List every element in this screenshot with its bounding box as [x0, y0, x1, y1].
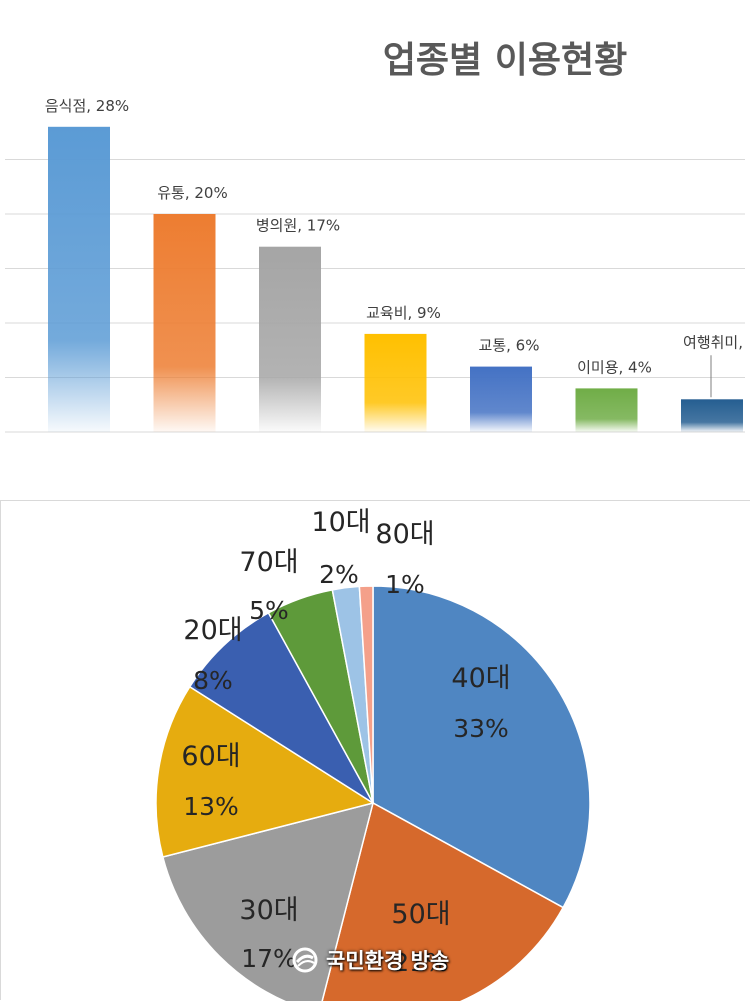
bar-여행취미 [681, 399, 743, 432]
pie-label: 50대 [391, 899, 450, 930]
bar-chart-title: 업종별 이용현황 [383, 40, 627, 81]
pie-slice-80대 [358, 585, 374, 804]
bar-data-label: 병의원, 17% [256, 217, 340, 235]
bar-교육비 [364, 333, 427, 432]
pie-slice-40대 [372, 585, 591, 909]
pie-slice-60대 [155, 685, 375, 858]
bar-data-label: 이미용, 4% [577, 358, 652, 376]
pie-value-label: 33% [453, 714, 509, 743]
pie-chart: 40대 33% 50대 21% 30대 17% 60대 13% 20대 8% 70대 5% 10대 2% 8… [0, 500, 750, 1005]
pie-value-label: 2% [319, 560, 359, 589]
pie-value-label: 5% [249, 596, 289, 625]
pie-value-label: 8% [193, 666, 233, 695]
bar-data-label: 유통, 20% [157, 184, 227, 202]
watermark: 국민환경 방송 [290, 945, 449, 975]
pie-value-label: 1% [385, 570, 425, 599]
pie-label: 20대 [183, 615, 242, 646]
pie-label: 10대 [311, 507, 370, 538]
pie-slice-20대 [188, 611, 374, 804]
pie-label: 80대 [375, 519, 434, 550]
bar-data-label: 여행취미, [683, 333, 743, 351]
pie-label: 60대 [181, 741, 240, 772]
bar-교통 [470, 366, 532, 432]
watermark-text: 국민환경 방송 [326, 949, 450, 973]
bar-data-label: 교통, 6% [479, 337, 540, 355]
pie-chart-svg: 40대 33% 50대 21% 30대 17% 60대 13% 20대 8% 70대 5% 10대 2% 8… [155, 507, 591, 1005]
pie-slice-30대 [161, 801, 375, 1005]
bar-chart-svg: 업종별 이용현황 음식점, 28% 유통, 20% 병의원, 17% 교육비, 9% 교… [5, 40, 745, 433]
bar-이미용 [575, 388, 638, 432]
pie-label: 70대 [239, 547, 298, 578]
pie-label: 40대 [451, 663, 510, 694]
bar-음식점 [48, 126, 110, 433]
bar-유통 [153, 214, 216, 432]
pie-value-label: 13% [183, 792, 239, 821]
pie-value-label: 21% [393, 948, 449, 977]
broadcast-logo-icon [292, 947, 318, 973]
bar-data-label: 음식점, 28% [45, 97, 129, 115]
pie-label: 30대 [239, 895, 298, 926]
bar-data-label: 교육비, 9% [366, 304, 441, 322]
bar-병의원 [259, 246, 321, 432]
pie-value-label: 17% [241, 944, 297, 973]
bar-chart: 업종별 이용현황 음식점, 28% 유통, 20% 병의원, 17% 교육비, 9% 교… [0, 0, 750, 440]
